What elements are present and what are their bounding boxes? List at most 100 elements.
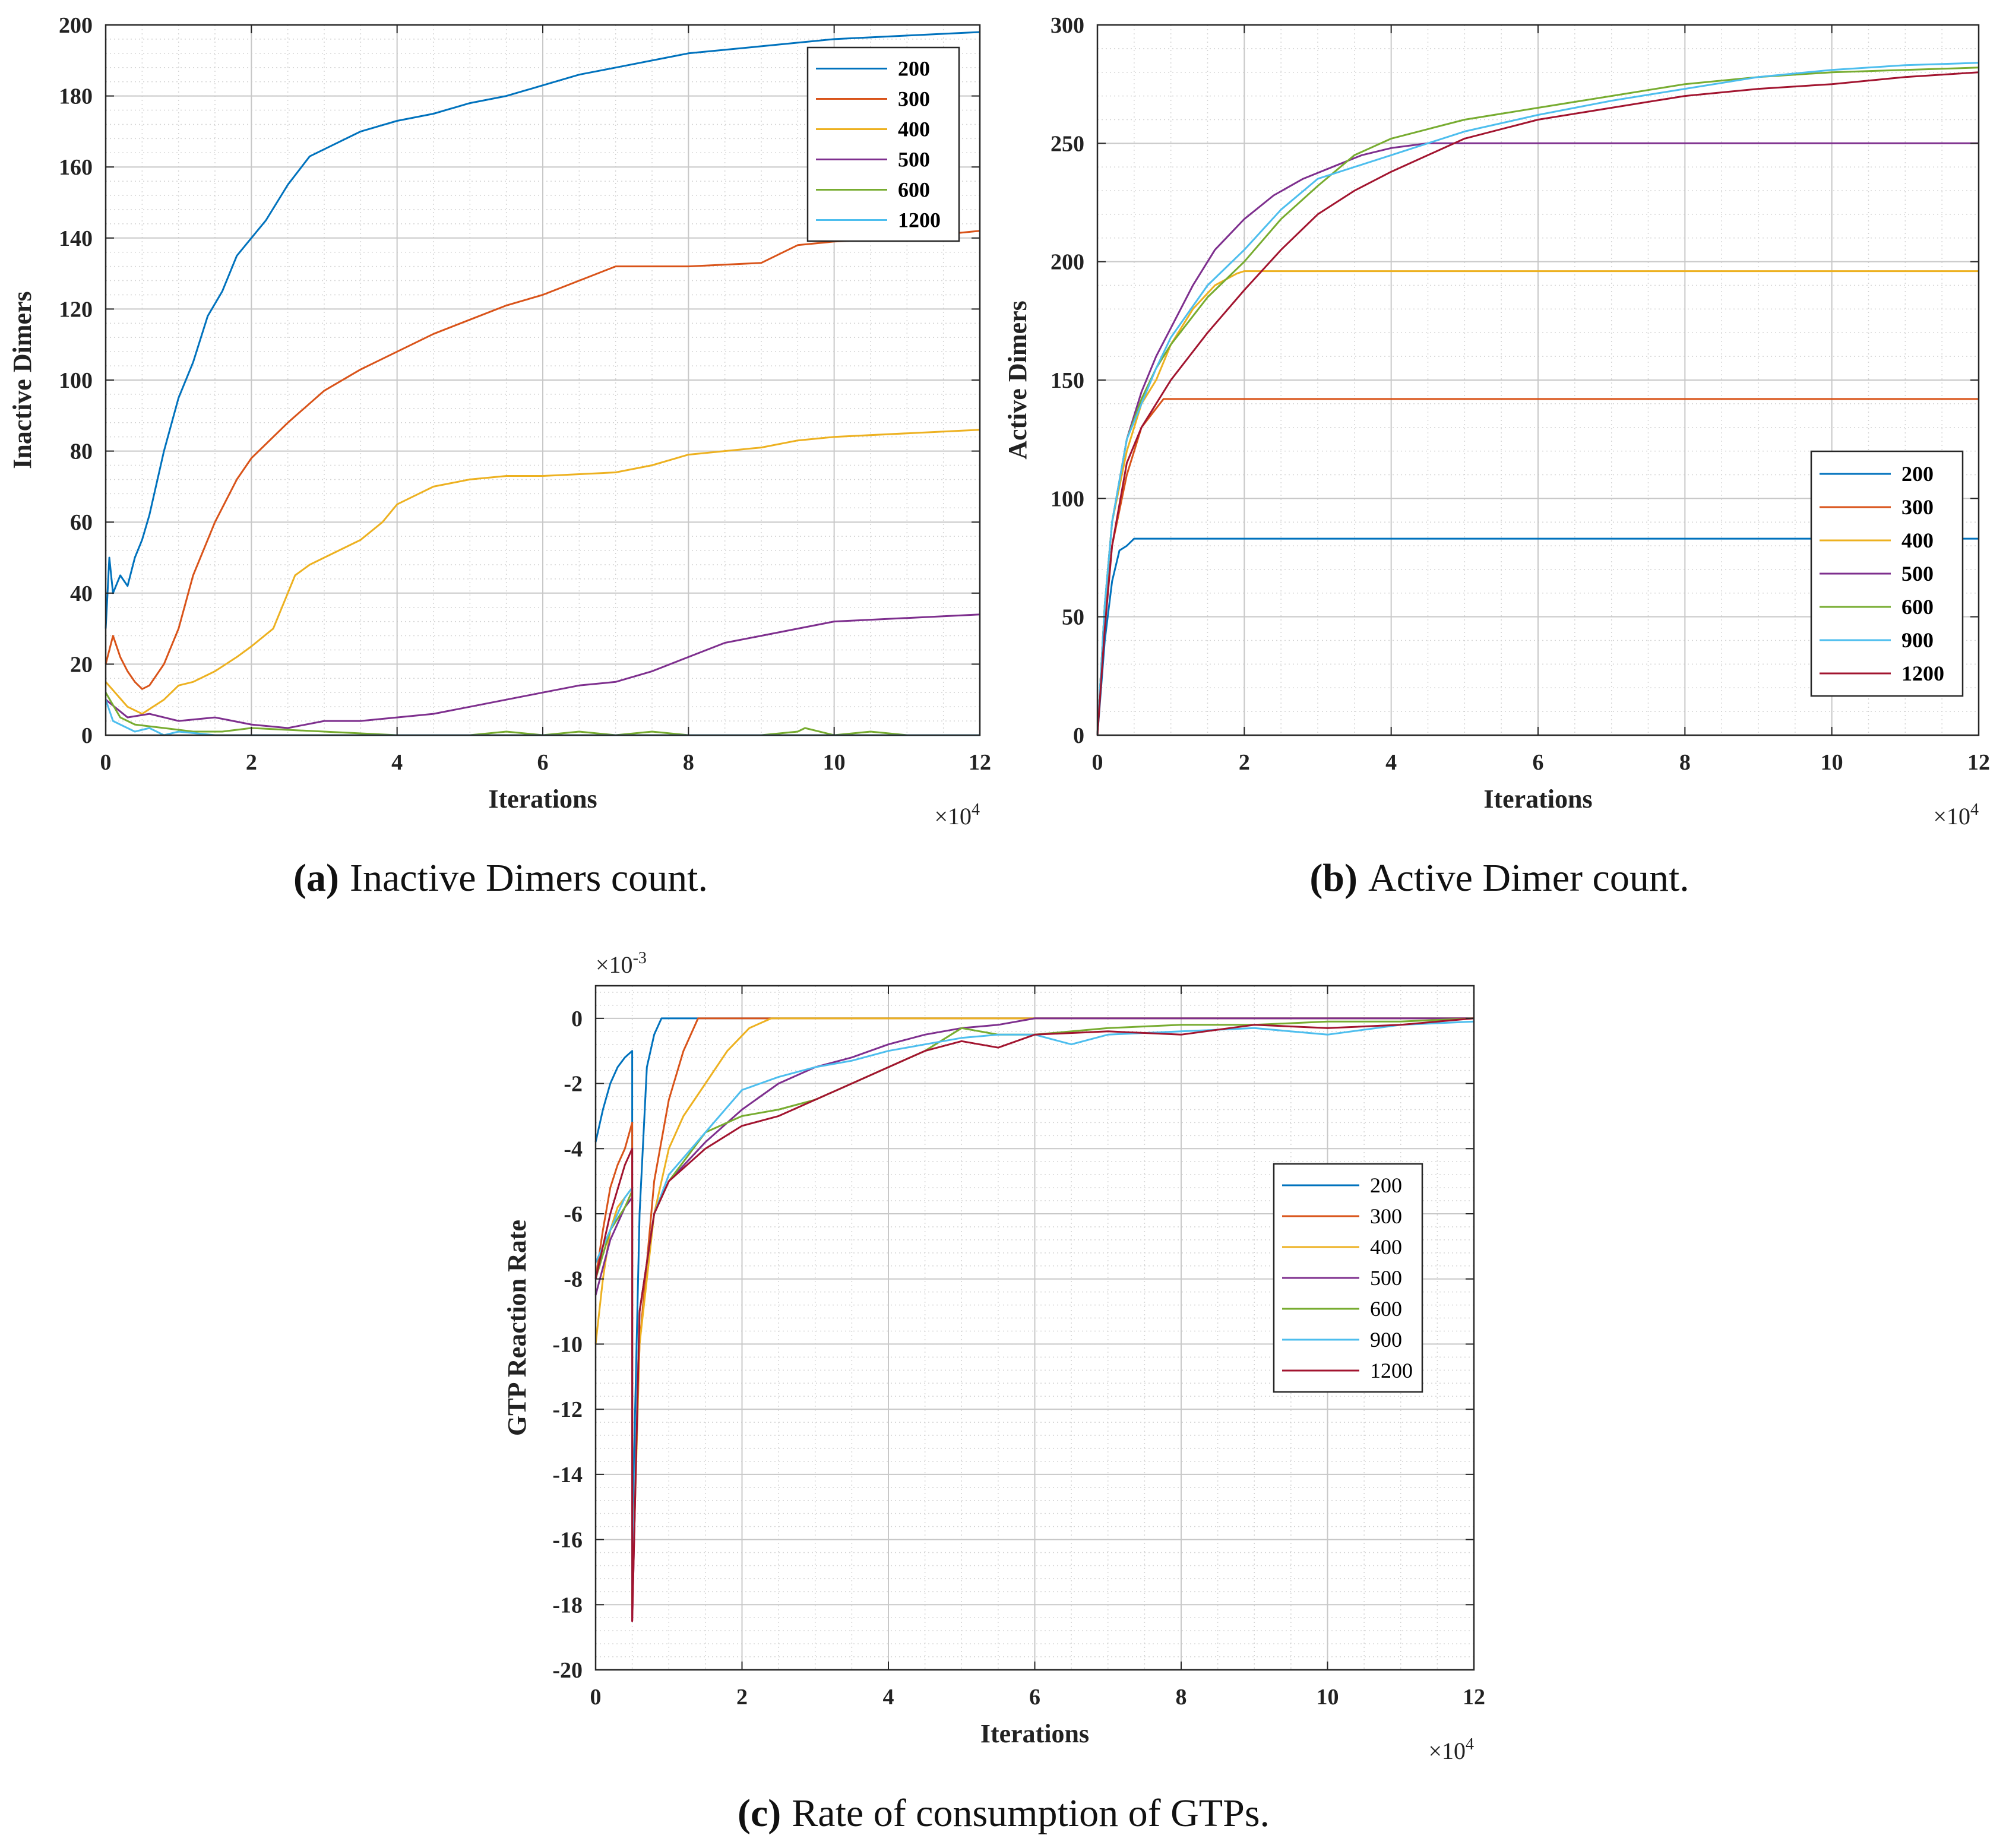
y-tick-label: -10 [552, 1332, 583, 1357]
x-tick-label: 12 [1967, 750, 1990, 775]
y-tick-label: 160 [59, 155, 93, 180]
x-axis-label: Iterations [488, 784, 597, 814]
legend-label-200: 200 [1901, 462, 1934, 486]
x-tick-label: 2 [1239, 750, 1250, 775]
y-tick-label: 80 [70, 439, 93, 464]
caption-a-text: Inactive Dimers count. [350, 856, 708, 900]
y-tick-label: 40 [70, 581, 93, 606]
caption-a: (a) Inactive Dimers count. [293, 856, 708, 900]
x-axis-label: Iterations [980, 1719, 1089, 1748]
legend-label-400: 400 [1370, 1235, 1402, 1259]
chart-inactive-dimers: 0 2 4 6 8 10 12020406080100120140160180200Iter… [8, 13, 991, 830]
legend-label-300: 300 [1370, 1204, 1402, 1228]
series-line-200 [105, 31, 980, 629]
x-tick-label: 10 [1821, 750, 1843, 775]
legend-label-1200: 1200 [1370, 1359, 1413, 1382]
legend-label-200: 200 [898, 57, 930, 81]
y-tick-label: 120 [59, 297, 93, 322]
legend-label-300: 300 [1901, 495, 1934, 519]
y-tick-label: -6 [564, 1202, 583, 1227]
x-tick-label: 0 [590, 1685, 602, 1710]
legend-label-1200: 1200 [898, 208, 941, 232]
legend-label-500: 500 [898, 148, 930, 172]
x-exponent-label: ×104 [1933, 800, 1979, 830]
series-line-600 [1096, 67, 1979, 736]
x-tick-label: 4 [1385, 750, 1397, 775]
y-axis-label: Inactive Dimers [8, 291, 37, 469]
x-tick-label: 6 [1533, 750, 1544, 775]
x-tick-label: 2 [246, 750, 257, 775]
chart-active-dimers: 0 2 4 6 8 10 12 0 50 100 150 200 250 300 Iterations Act… [1003, 13, 1990, 830]
x-tick-label: 8 [1176, 1685, 1187, 1710]
y-tick-label: 150 [1051, 368, 1084, 393]
x-tick-label: 8 [683, 750, 694, 775]
y-tick-label: 0 [1073, 723, 1084, 748]
y-tick-label: -16 [552, 1528, 583, 1553]
x-tick-label: 2 [736, 1685, 748, 1710]
y-tick-label: 200 [59, 13, 93, 38]
x-tick-label: 0 [1092, 750, 1103, 775]
series-line-400 [594, 1017, 1474, 1606]
caption-b-label: (b) [1309, 856, 1358, 900]
x-tick-label: 0 [100, 750, 112, 775]
legend-label-200: 200 [1370, 1173, 1402, 1197]
y-tick-label: 20 [70, 652, 93, 677]
x-tick-label: 4 [391, 750, 403, 775]
series-line-1200 [594, 1017, 1475, 1622]
legend-label-900: 900 [1370, 1328, 1402, 1352]
legend: 200 300 400 500 600 900 1200 [1810, 450, 1964, 697]
x-tick-label: 8 [1679, 750, 1691, 775]
legend-label-300: 300 [898, 87, 930, 111]
y-tick-label: 0 [81, 723, 93, 748]
y-tick-label: 300 [1051, 13, 1084, 38]
series-line-900 [1096, 62, 1979, 736]
legend-label-900: 900 [1901, 628, 1934, 652]
legend-label-600: 600 [1901, 595, 1934, 619]
y-tick-label: -2 [564, 1072, 583, 1097]
x-exponent-label: ×104 [934, 800, 980, 830]
legend-box [806, 46, 960, 242]
legend-label-500: 500 [1901, 562, 1934, 586]
x-tick-label: 4 [883, 1685, 894, 1710]
y-tick-label: 180 [59, 84, 93, 109]
x-tick-label: 6 [537, 750, 549, 775]
y-tick-label: 100 [59, 368, 93, 393]
x-tick-label: 12 [1463, 1685, 1485, 1710]
y-tick-label: 60 [70, 510, 93, 535]
series-line-1200 [1096, 71, 1979, 736]
series-line-500 [105, 613, 980, 729]
x-axis-label: Iterations [1483, 784, 1592, 814]
caption-a-label: (a) [293, 856, 339, 900]
x-tick-label: 12 [969, 750, 991, 775]
y-tick-label: -18 [552, 1593, 583, 1618]
x-tick-label: 10 [1317, 1685, 1339, 1710]
legend-label-600: 600 [898, 178, 930, 202]
y-tick-label: -8 [564, 1267, 583, 1292]
y-tick-label: 140 [59, 226, 93, 251]
y-axis-label: Active Dimers [1003, 300, 1032, 460]
x-exponent-label: ×104 [1428, 1735, 1474, 1764]
legend: 200 300 400 500 600 900 1200 [1273, 1163, 1423, 1393]
legend-label-500: 500 [1370, 1266, 1402, 1290]
y-tick-label: 0 [571, 1007, 583, 1031]
x-tick-label: 6 [1029, 1685, 1040, 1710]
legend-label-400: 400 [898, 118, 930, 141]
caption-c-label: (c) [738, 1792, 781, 1835]
y-tick-label: 200 [1051, 250, 1084, 275]
y-tick-label: -20 [552, 1658, 583, 1683]
y-tick-label: 50 [1062, 605, 1084, 630]
caption-b: (b) Active Dimer count. [1309, 856, 1689, 900]
caption-c-text: Rate of consumption of GTPs. [792, 1792, 1270, 1835]
legend-label-600: 600 [1370, 1297, 1402, 1321]
legend-label-1200: 1200 [1901, 662, 1944, 685]
series-line-400 [105, 429, 980, 715]
y-tick-label: -14 [552, 1463, 583, 1488]
x-tick-label: 10 [823, 750, 846, 775]
y-tick-label: -12 [552, 1397, 583, 1422]
y-exponent-label: ×10-3 [596, 949, 647, 978]
caption-c: (c) Rate of consumption of GTPs. [738, 1792, 1270, 1835]
y-tick-label: -4 [564, 1137, 583, 1162]
y-tick-label: 250 [1051, 131, 1084, 156]
series-line-300 [105, 230, 980, 690]
